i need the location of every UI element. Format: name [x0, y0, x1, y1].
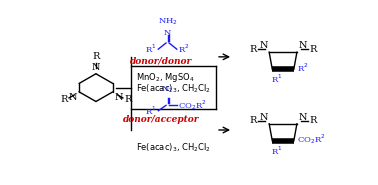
- Text: N: N: [164, 29, 171, 37]
- Text: R: R: [249, 116, 257, 125]
- Text: N: N: [259, 41, 268, 50]
- Text: NH$_2$: NH$_2$: [158, 16, 178, 27]
- Text: R$^1$: R$^1$: [271, 73, 283, 85]
- Text: N: N: [299, 112, 307, 122]
- Text: CO$_2$R$^2$: CO$_2$R$^2$: [297, 132, 326, 146]
- Text: donor/acceptor: donor/acceptor: [123, 115, 200, 124]
- Text: R$^1$: R$^1$: [145, 105, 157, 117]
- Text: R$^2$: R$^2$: [178, 43, 190, 55]
- Text: N: N: [259, 112, 268, 122]
- Text: donor/donor: donor/donor: [130, 57, 192, 66]
- Text: N: N: [115, 93, 123, 102]
- Text: Fe(acac)$_3$, CH$_2$Cl$_2$: Fe(acac)$_3$, CH$_2$Cl$_2$: [136, 142, 211, 154]
- Text: MnO$_2$, MgSO$_4$: MnO$_2$, MgSO$_4$: [136, 71, 194, 84]
- Text: N$_2$: N$_2$: [161, 85, 174, 95]
- Text: R: R: [309, 116, 317, 125]
- Text: R: R: [60, 95, 67, 104]
- Text: R: R: [124, 95, 132, 104]
- Text: R: R: [92, 53, 100, 61]
- Text: R$^1$: R$^1$: [271, 145, 283, 157]
- Text: CO$_2$R$^2$: CO$_2$R$^2$: [178, 98, 206, 112]
- Text: R: R: [309, 45, 317, 54]
- Text: N: N: [92, 63, 100, 72]
- Text: R$^1$: R$^1$: [145, 43, 157, 55]
- Text: Fe(acac)$_3$, CH$_2$Cl$_2$: Fe(acac)$_3$, CH$_2$Cl$_2$: [136, 83, 211, 95]
- Text: N: N: [299, 41, 307, 50]
- Text: R$^2$: R$^2$: [297, 61, 308, 74]
- Text: R: R: [249, 45, 257, 54]
- Text: N: N: [69, 93, 77, 102]
